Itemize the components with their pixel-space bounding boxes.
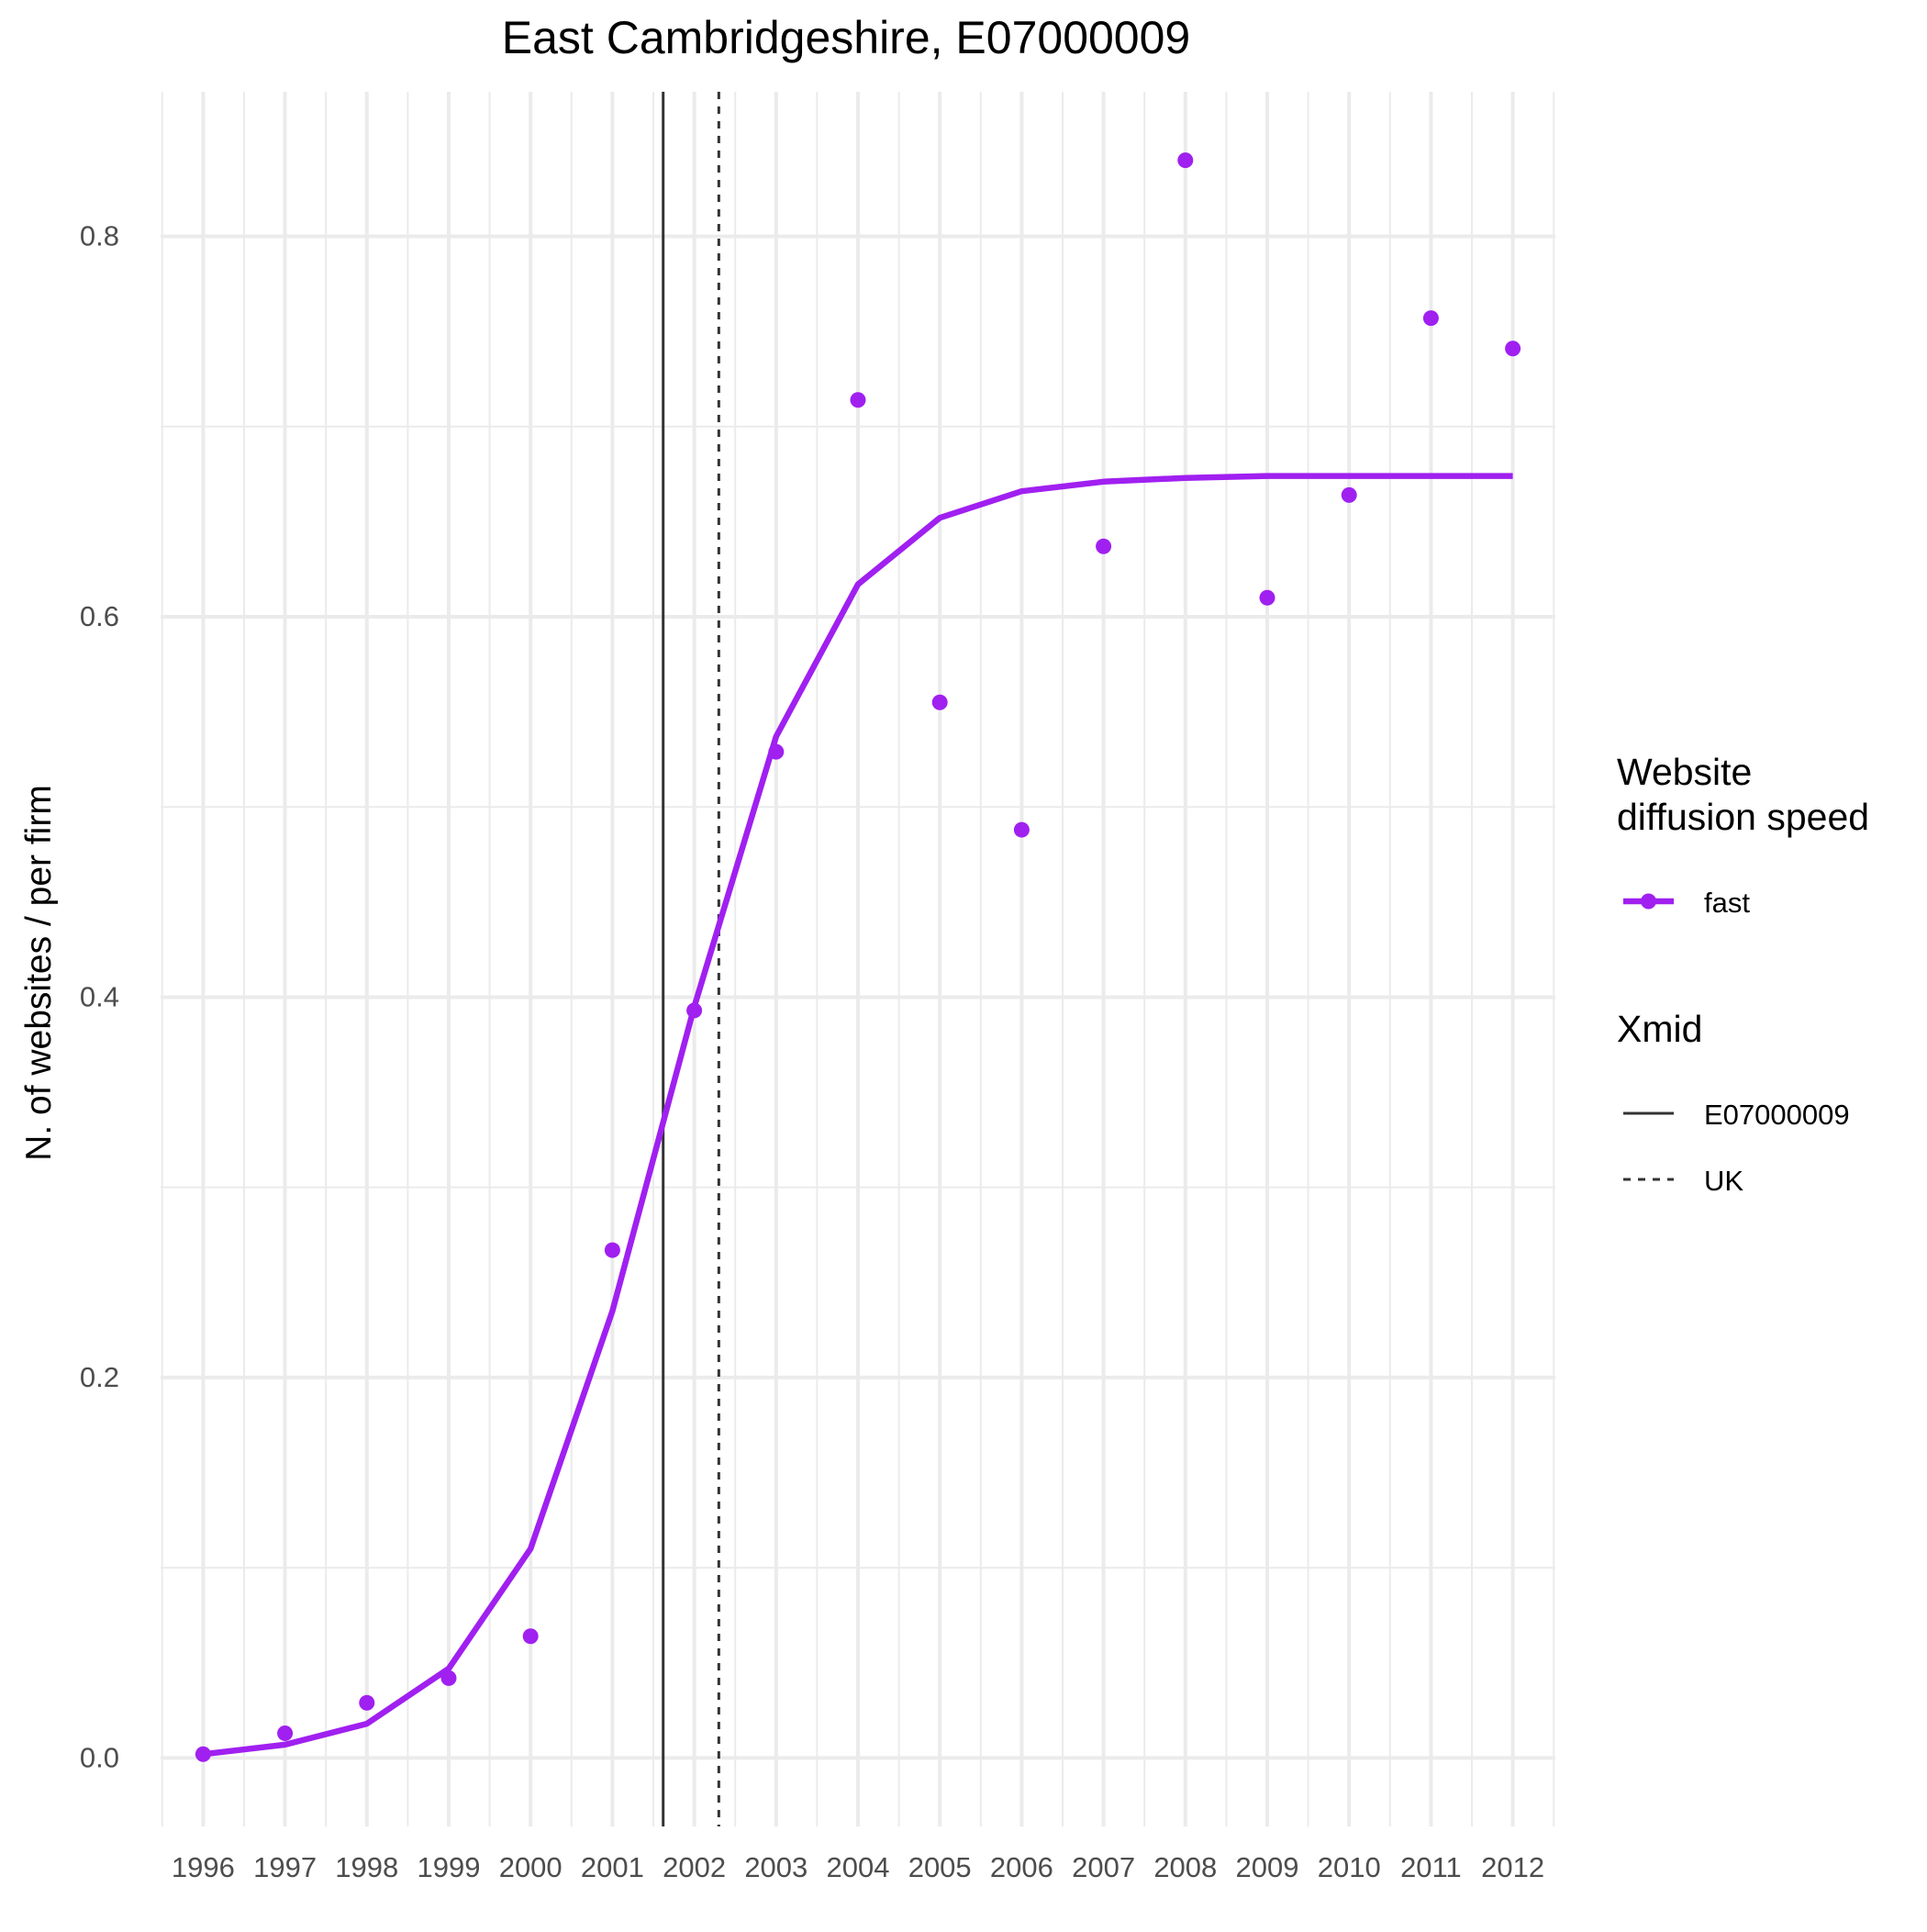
data-point bbox=[931, 694, 948, 710]
x-tick-label: 1999 bbox=[418, 1851, 481, 1883]
legend-title: Xmid bbox=[1617, 1008, 1702, 1050]
y-axis-ticks: 0.0 0.2 0.4 0.6 0.8 bbox=[80, 220, 119, 1774]
data-point bbox=[686, 1002, 703, 1019]
y-tick-label: 0.2 bbox=[80, 1361, 119, 1393]
series-line-fast bbox=[203, 473, 1513, 1758]
x-tick-label: 2008 bbox=[1153, 1851, 1217, 1883]
x-tick-label: 2011 bbox=[1400, 1851, 1462, 1883]
data-point bbox=[1341, 486, 1357, 503]
series-line-group bbox=[203, 473, 1513, 1758]
y-tick-label: 0.0 bbox=[80, 1741, 119, 1773]
data-point bbox=[522, 1628, 539, 1645]
y-axis-label: N. of websites / per firm bbox=[19, 785, 59, 1161]
x-tick-label: 2001 bbox=[581, 1851, 644, 1883]
data-point bbox=[1013, 821, 1030, 838]
x-tick-label: 2000 bbox=[499, 1851, 563, 1883]
data-point bbox=[195, 1746, 211, 1762]
x-tick-label: 2010 bbox=[1318, 1851, 1381, 1883]
x-axis-ticks: 1996 1997 1998 1999 2000 2001 2002 2003 2004 2005… bbox=[172, 1851, 1544, 1883]
data-point bbox=[1259, 589, 1275, 606]
x-tick-label: 1997 bbox=[253, 1851, 317, 1883]
data-point bbox=[1177, 152, 1194, 169]
x-tick-label: 2009 bbox=[1236, 1851, 1299, 1883]
legend-label: E07000009 bbox=[1704, 1099, 1850, 1131]
legend-title: diffusion speed bbox=[1617, 796, 1869, 838]
y-tick-label: 0.8 bbox=[80, 220, 119, 252]
legend-title: Website bbox=[1617, 751, 1752, 793]
y-tick-label: 0.4 bbox=[80, 980, 119, 1012]
grid-major bbox=[161, 92, 1555, 1826]
x-tick-label: 2005 bbox=[908, 1851, 972, 1883]
data-point bbox=[1096, 538, 1112, 554]
legend-label: UK bbox=[1704, 1165, 1743, 1197]
chart-title: East Cambridgeshire, E07000009 bbox=[502, 12, 1190, 63]
data-point bbox=[850, 392, 866, 408]
x-tick-label: 2003 bbox=[744, 1851, 808, 1883]
data-point bbox=[440, 1670, 457, 1686]
data-point bbox=[768, 743, 785, 760]
data-point bbox=[359, 1694, 375, 1711]
x-tick-label: 2012 bbox=[1481, 1851, 1544, 1883]
legend-key-point bbox=[1641, 893, 1656, 910]
data-point bbox=[604, 1242, 620, 1258]
reference-lines bbox=[662, 92, 720, 1826]
data-point bbox=[1422, 310, 1439, 327]
grid-minor bbox=[161, 92, 1555, 1826]
x-tick-label: 2007 bbox=[1072, 1851, 1135, 1883]
x-tick-label: 1998 bbox=[335, 1851, 398, 1883]
x-tick-label: 1996 bbox=[172, 1851, 235, 1883]
legend-label: fast bbox=[1704, 887, 1750, 919]
y-tick-label: 0.6 bbox=[80, 600, 119, 632]
x-tick-label: 2006 bbox=[990, 1851, 1053, 1883]
data-point bbox=[277, 1725, 294, 1741]
series-points-group bbox=[195, 152, 1521, 1762]
x-tick-label: 2002 bbox=[663, 1851, 726, 1883]
data-point bbox=[1505, 341, 1521, 357]
x-tick-label: 2004 bbox=[827, 1851, 890, 1883]
